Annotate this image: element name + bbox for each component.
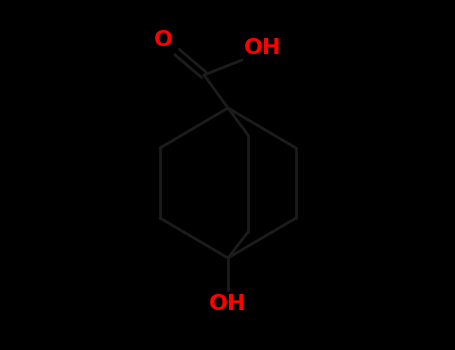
Text: OH: OH — [209, 294, 247, 314]
Text: O: O — [154, 30, 173, 50]
Text: OH: OH — [244, 38, 282, 58]
